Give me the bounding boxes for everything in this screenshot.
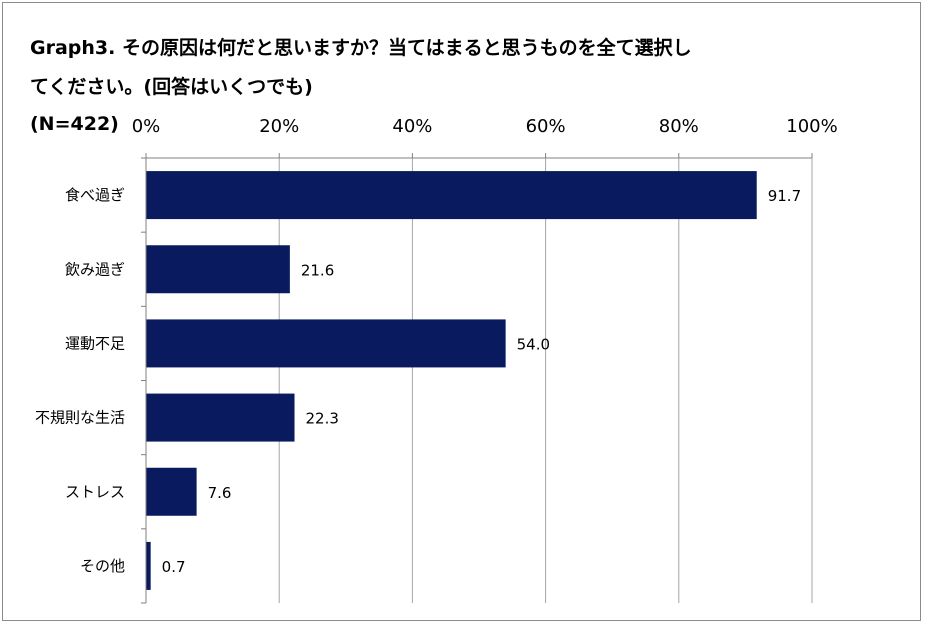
x-tick-label-1: 20% — [259, 116, 299, 137]
value-label-2: 54.0 — [517, 335, 550, 353]
category-label-3: 不規則な生活 — [35, 409, 125, 427]
bar-1 — [146, 245, 290, 294]
x-tick-label-3: 60% — [526, 116, 566, 137]
chart-title-line-1: Graph3. その原因は何だと思いますか？当てはまると思うものを全て選択し — [30, 37, 692, 59]
value-label-5: 0.7 — [162, 558, 186, 576]
bar-0 — [146, 171, 757, 220]
category-label-4: ストレス — [65, 483, 125, 501]
category-label-0: 食べ過ぎ — [65, 186, 125, 204]
bar-4 — [146, 467, 197, 516]
category-label-1: 飲み過ぎ — [65, 260, 125, 278]
value-label-0: 91.7 — [768, 187, 801, 205]
chart-title-line-2: てください。(回答はいくつでも) — [30, 76, 313, 98]
x-tick-label-2: 40% — [392, 116, 432, 137]
value-label-1: 21.6 — [301, 261, 334, 279]
x-tick-label-4: 80% — [659, 116, 699, 137]
bar-2 — [146, 319, 506, 368]
value-label-4: 7.6 — [208, 484, 232, 502]
x-tick-label-5: 100% — [786, 116, 837, 137]
bar-3 — [146, 393, 295, 442]
x-tick-label-0: 0% — [132, 116, 161, 137]
category-label-5: その他 — [80, 557, 125, 575]
category-label-2: 運動不足 — [65, 334, 125, 352]
value-label-3: 22.3 — [306, 410, 339, 428]
sample-size-label: (N=422) — [30, 113, 119, 135]
bar-5 — [146, 541, 151, 590]
